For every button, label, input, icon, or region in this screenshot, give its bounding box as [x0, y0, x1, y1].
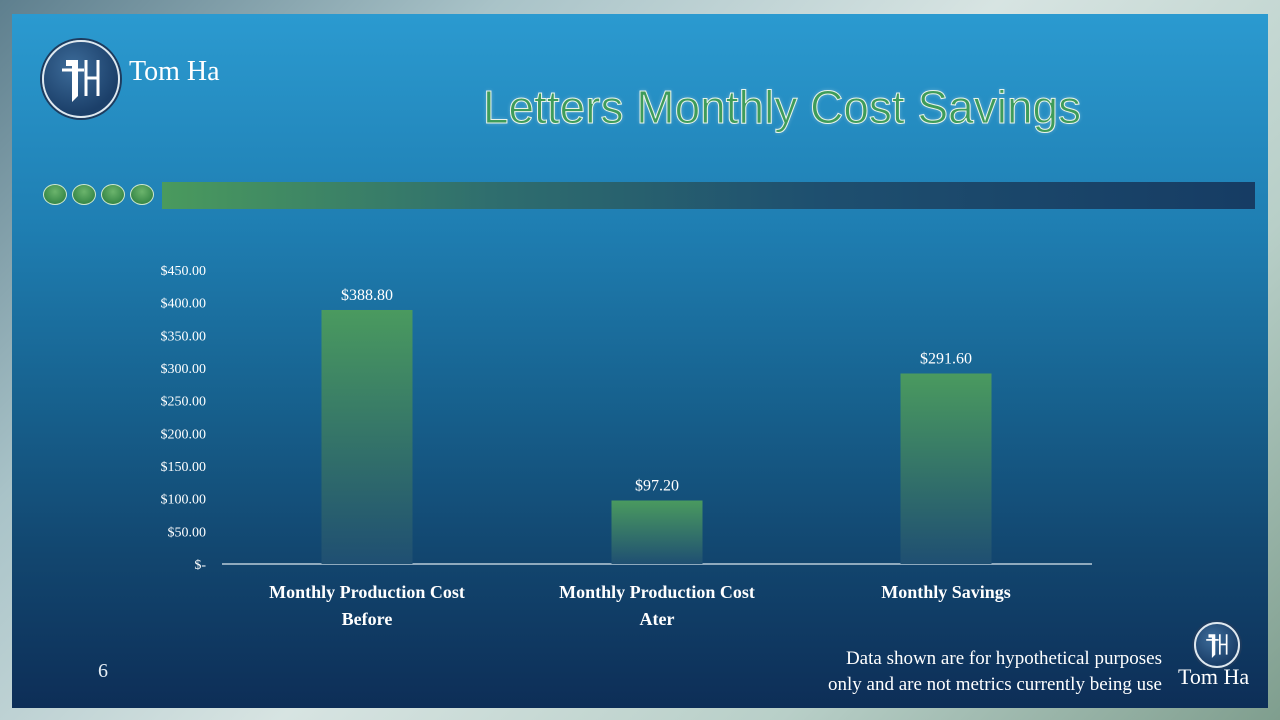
x-category-label: Ater: [640, 609, 675, 629]
y-tick-label: $450.00: [161, 264, 207, 279]
dot-icon: [130, 184, 154, 205]
chart-bar: [900, 373, 992, 564]
brand-name-bottom: Tom Ha: [1178, 664, 1250, 689]
x-category-label: Monthly Production Cost: [559, 582, 755, 602]
bar-chart: $- $50.00 $100.00 $150.00 $200.00 $250.00 $300…: [161, 264, 1092, 629]
y-tick-label: $200.00: [161, 427, 207, 442]
x-category-label: Monthly Production Cost: [269, 582, 465, 602]
y-tick-label: $50.00: [168, 525, 207, 540]
disclaimer-footnote: Data shown are for hypothetical purposes…: [780, 646, 1162, 698]
y-tick-label: $350.00: [161, 329, 207, 344]
bar-data-label: $291.60: [920, 350, 972, 367]
chart-bar: [611, 500, 703, 564]
y-tick-label: $100.00: [161, 493, 207, 508]
y-tick-label: $150.00: [161, 460, 207, 475]
header-divider-band: [162, 182, 1255, 209]
y-tick-label: $250.00: [161, 395, 207, 410]
x-category-label: Monthly Savings: [881, 582, 1011, 602]
page-number: 6: [98, 660, 108, 682]
chart-bar: [321, 309, 413, 564]
bar-data-label: $388.80: [341, 287, 393, 304]
footnote-line-2: only and are not metrics currently being…: [828, 674, 1162, 695]
footnote-line-1: Data shown are for hypothetical purposes: [845, 648, 1162, 669]
dot-icon: [101, 184, 125, 205]
dot-icon: [43, 184, 67, 205]
y-tick-label: $400.00: [161, 297, 207, 312]
y-tick-label: $-: [194, 558, 206, 573]
dot-icon: [72, 184, 96, 205]
th-logo-icon: [42, 40, 120, 118]
bar-data-label: $97.20: [635, 477, 679, 494]
slide: Tom Ha Letters Monthly Cost Savings $- $5…: [12, 14, 1268, 708]
y-tick-label: $300.00: [161, 362, 207, 377]
x-category-label: Before: [342, 609, 393, 629]
th-logo-small-icon: [1194, 622, 1240, 668]
brand-name-top: Tom Ha: [129, 56, 220, 87]
slide-title: Letters Monthly Cost Savings: [482, 81, 1082, 134]
